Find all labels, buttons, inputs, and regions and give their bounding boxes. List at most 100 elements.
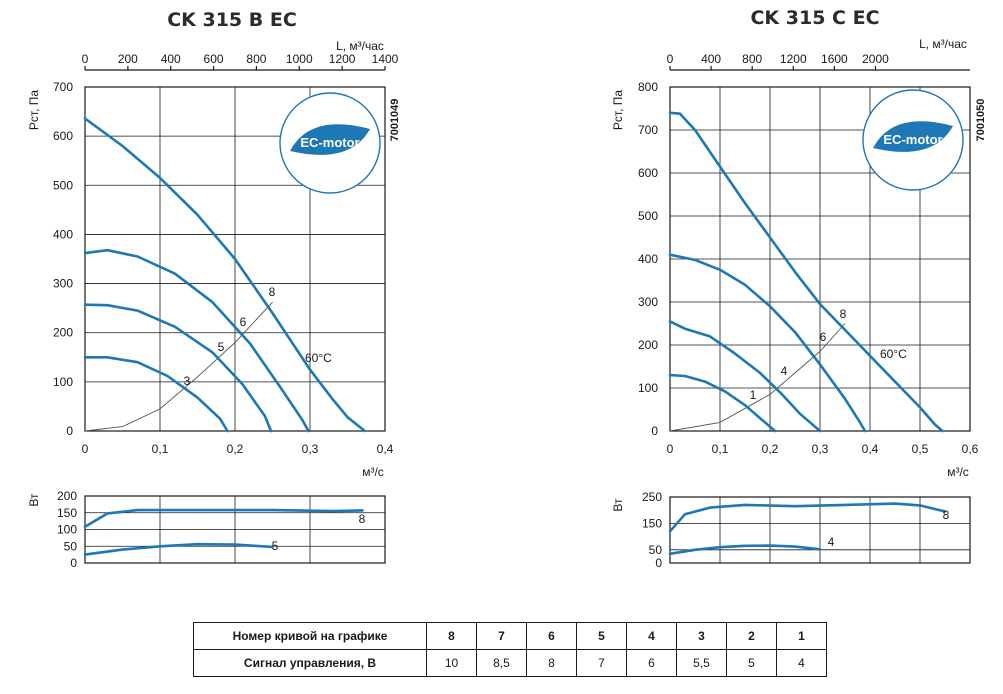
top-axis-tick-label: 600 bbox=[204, 52, 224, 66]
y-tick-label: 400 bbox=[638, 252, 658, 266]
curve-label: 1 bbox=[750, 388, 757, 402]
fan-curve-6 bbox=[668, 253, 867, 433]
power-curve-8 bbox=[83, 508, 364, 529]
temperature-label: 60°C bbox=[880, 347, 907, 361]
power-curve-5 bbox=[83, 542, 274, 556]
top-axis-tick-label: 1600 bbox=[821, 52, 848, 66]
x-tick-label: 0,2 bbox=[762, 442, 779, 456]
top-axis-tick-label: 800 bbox=[742, 52, 762, 66]
power-y-tick-label: 0 bbox=[655, 556, 662, 570]
power-curve-8 bbox=[668, 502, 947, 533]
fan-curve-3 bbox=[83, 356, 229, 433]
x-tick-label: 0,4 bbox=[377, 442, 394, 456]
temperature-label: 60°C bbox=[305, 351, 332, 365]
fan-curve-1 bbox=[668, 373, 777, 433]
x-tick-label: 0,5 bbox=[912, 442, 929, 456]
top-axis-tick-label: 0 bbox=[82, 52, 89, 66]
y-tick-label: 700 bbox=[53, 80, 73, 94]
x-tick-label: 0 bbox=[667, 442, 674, 456]
y-tick-label: 500 bbox=[53, 178, 73, 192]
control-signal-header: Сигнал управления, В bbox=[193, 649, 427, 677]
curve-number-cell: 5 bbox=[576, 622, 627, 650]
leaf-icon bbox=[873, 121, 953, 152]
y-tick-label: 100 bbox=[638, 381, 658, 395]
curve-number-cell: 7 bbox=[476, 622, 527, 650]
y-tick-label: 600 bbox=[53, 129, 73, 143]
power-y-tick-label: 250 bbox=[642, 490, 662, 504]
top-axis-tick-label: 1200 bbox=[329, 52, 356, 66]
y-tick-label: 300 bbox=[53, 277, 73, 291]
curve-label: 4 bbox=[781, 364, 788, 378]
y-tick-label: 200 bbox=[53, 326, 73, 340]
curve-number-cell: 6 bbox=[526, 622, 577, 650]
curve-label: 5 bbox=[218, 340, 225, 354]
y-tick-label: 700 bbox=[638, 123, 658, 137]
curve-number-cell: 4 bbox=[626, 622, 677, 650]
y-tick-label: 300 bbox=[638, 295, 658, 309]
control-signal-cell: 8 bbox=[526, 649, 577, 677]
curve-label: 8 bbox=[269, 285, 276, 299]
chart-title: CK 315 C EC bbox=[750, 7, 879, 29]
control-signal-cell: 10 bbox=[426, 649, 477, 677]
power-y-tick-label: 100 bbox=[57, 523, 77, 537]
fan-curve-5 bbox=[83, 303, 273, 433]
y-tick-label: 200 bbox=[638, 338, 658, 352]
x-tick-label: 0,3 bbox=[812, 442, 829, 456]
curve-label: 6 bbox=[240, 315, 247, 329]
system-curve bbox=[669, 323, 846, 432]
ec-motor-label: EC-motor bbox=[300, 135, 359, 150]
top-axis-tick-label: 1000 bbox=[286, 52, 313, 66]
curve-label: 8 bbox=[840, 307, 847, 321]
power-y-axis-label: Вт bbox=[27, 493, 41, 507]
control-signal-table: Номер кривой на графике 8 7 6 5 4 3 2 1 … bbox=[193, 622, 827, 677]
power-plot-frame bbox=[84, 495, 386, 564]
leaf-icon bbox=[290, 124, 370, 155]
top-axis-label: L, м³/час bbox=[919, 37, 967, 51]
curve-number-cell: 1 bbox=[776, 622, 827, 650]
y-tick-label: 500 bbox=[638, 209, 658, 223]
power-y-axis-label: Вт bbox=[611, 498, 625, 512]
top-axis-tick-label: 400 bbox=[161, 52, 181, 66]
power-y-tick-label: 0 bbox=[70, 556, 77, 570]
chart-title: CK 315 B EC bbox=[167, 9, 297, 31]
ec-motor-label: EC-motor bbox=[883, 132, 942, 147]
plot-frame bbox=[84, 86, 386, 432]
curve-number-header: Номер кривой на графике bbox=[193, 622, 427, 650]
product-code: 7001049 bbox=[389, 99, 401, 142]
x-tick-label: 0,3 bbox=[302, 442, 319, 456]
y-axis-label: Pст, Па bbox=[611, 90, 625, 130]
power-y-tick-label: 200 bbox=[57, 489, 77, 503]
top-axis-tick-label: 0 bbox=[667, 52, 674, 66]
y-axis-label: Pст, Па bbox=[27, 90, 41, 130]
charts-area: CK 315 B EC 0 100 200 300 400 500 600 700 0 0,1 0,2… bbox=[27, 7, 987, 570]
control-signal-cell: 5 bbox=[726, 649, 777, 677]
fan-curve-4 bbox=[668, 320, 822, 433]
fan-curve-8 bbox=[83, 117, 367, 433]
y-tick-label: 0 bbox=[66, 424, 73, 438]
power-curve-4 bbox=[668, 544, 822, 556]
x-tick-label: 0 bbox=[82, 442, 89, 456]
y-tick-label: 600 bbox=[638, 166, 658, 180]
power-curve-label: 8 bbox=[943, 508, 950, 522]
power-y-tick-label: 50 bbox=[649, 543, 663, 557]
control-signal-cell: 6 bbox=[626, 649, 677, 677]
x-tick-label: 0,6 bbox=[962, 442, 979, 456]
x-axis-label: м³/с bbox=[947, 465, 969, 479]
top-axis-tick-label: 200 bbox=[118, 52, 138, 66]
control-signal-cell: 8,5 bbox=[476, 649, 527, 677]
top-axis-tick-label: 400 bbox=[701, 52, 721, 66]
fan-curve-6 bbox=[83, 248, 310, 433]
y-tick-label: 100 bbox=[53, 375, 73, 389]
x-tick-label: 0,1 bbox=[152, 442, 169, 456]
power-y-tick-label: 50 bbox=[64, 539, 78, 553]
top-axis-tick-label: 800 bbox=[246, 52, 266, 66]
top-axis-label: L, м³/час bbox=[336, 39, 384, 53]
y-tick-label: 800 bbox=[638, 80, 658, 94]
fan-curve-8 bbox=[668, 111, 944, 433]
curve-number-row: Номер кривой на графике 8 7 6 5 4 3 2 1 bbox=[193, 622, 827, 650]
power-y-tick-label: 150 bbox=[57, 506, 77, 520]
curve-number-cell: 2 bbox=[726, 622, 777, 650]
curve-number-cell: 3 bbox=[676, 622, 727, 650]
control-signal-cell: 4 bbox=[776, 649, 827, 677]
